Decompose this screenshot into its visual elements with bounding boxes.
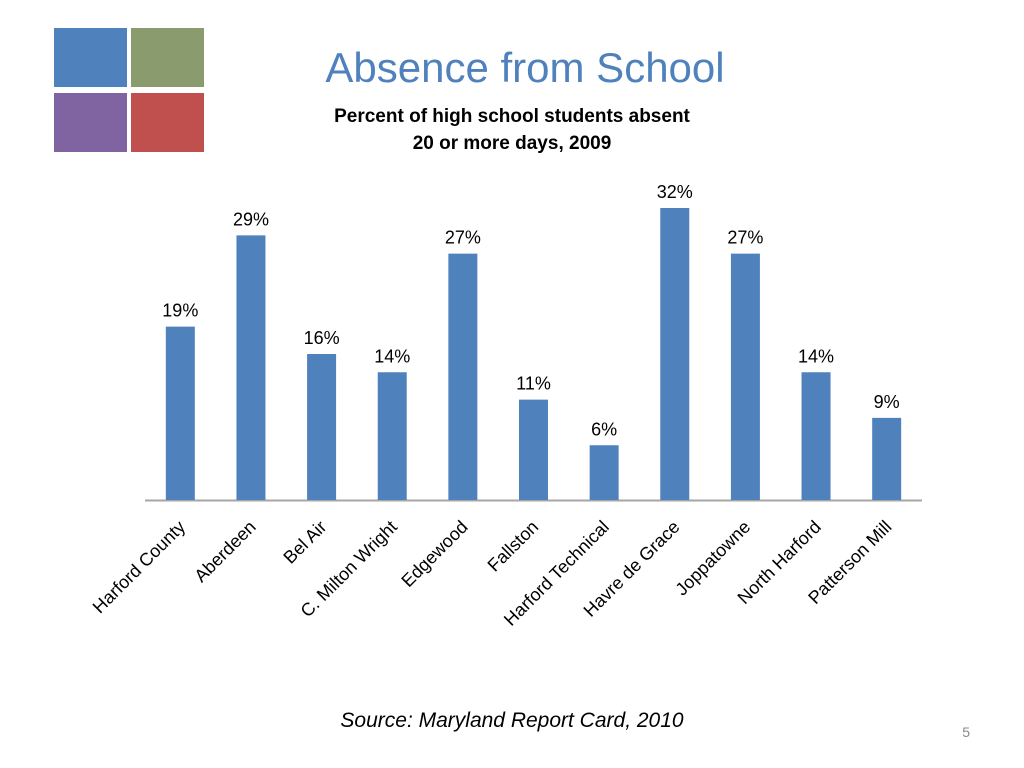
chart-subtitle: Percent of high school students absent 2… — [262, 103, 762, 157]
bar — [730, 253, 760, 500]
category-tick-label: Fallston — [484, 517, 543, 576]
category-tick-label: Harford County — [89, 517, 189, 617]
chart-subtitle-line-2: 20 or more days, 2009 — [412, 133, 612, 154]
bar — [377, 372, 407, 500]
bar-value-label: 11% — [516, 374, 551, 394]
bar-value-label: 19% — [162, 301, 198, 321]
logo-square-blue — [54, 28, 127, 87]
bar-value-label: 32% — [657, 182, 693, 202]
bar — [307, 354, 337, 500]
bar-value-label: 16% — [304, 328, 340, 348]
bar-value-label: 9% — [874, 392, 900, 412]
bar — [660, 208, 690, 500]
bar — [236, 235, 266, 500]
bar-value-label: 14% — [798, 346, 834, 366]
category-tick-label: Edgewood — [397, 517, 471, 591]
logo-square-green — [131, 28, 204, 87]
bar-chart: 19% Harford County 29% Aberdeen 16% Bel Air 14… — [89, 182, 922, 630]
bar-value-label: 27% — [445, 228, 481, 248]
logo-square-purple — [54, 93, 127, 152]
chart-subtitle-line-1: Percent of high school students absent — [334, 106, 690, 127]
bar — [872, 417, 902, 500]
logo-square-red — [131, 93, 204, 152]
bar — [801, 372, 831, 500]
bar-value-label: 27% — [727, 228, 763, 248]
category-tick-label: Aberdeen — [190, 517, 259, 586]
slide-title: Absence from School — [325, 44, 725, 91]
source-note: Source: Maryland Report Card, 2010 — [340, 709, 684, 732]
bar-value-label: 14% — [374, 346, 410, 366]
bar — [165, 326, 195, 500]
bar — [589, 445, 619, 500]
bar — [448, 253, 478, 500]
bar — [519, 399, 548, 500]
bar-value-label: 29% — [233, 209, 269, 229]
page-number: 5 — [962, 724, 970, 740]
category-tick-label: Bel Air — [279, 517, 330, 568]
bar-value-label: 6% — [591, 419, 617, 439]
